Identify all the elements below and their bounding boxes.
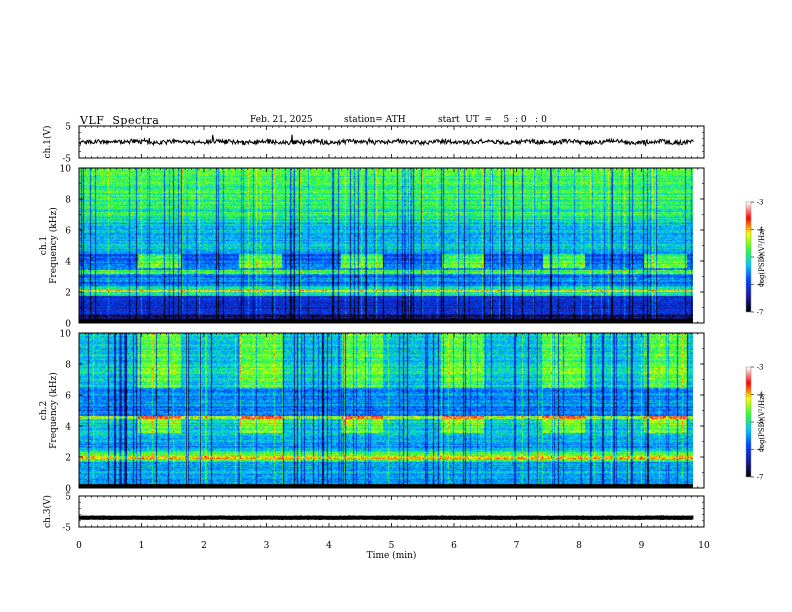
colorbar-label: log(PSD)(V²/Hz)	[758, 393, 766, 450]
colorbar-tick-label: -5	[757, 419, 764, 427]
y-axis-label: Frequency (kHz)	[48, 207, 59, 284]
colorbar-tick-label: -7	[757, 474, 764, 482]
colorbar-image	[746, 367, 751, 477]
colorbar-image	[746, 202, 751, 312]
y-tick-label: 4	[65, 423, 71, 433]
y-tick-label: 2	[65, 289, 71, 299]
y-tick-label: 5	[65, 123, 71, 133]
panel-frame	[78, 495, 705, 528]
colorbar-tick-label: -4	[757, 226, 764, 234]
y-axis-label: ch.3(V)	[42, 495, 53, 528]
y-axis-label: Frequency (kHz)	[48, 372, 59, 449]
y-tick-label: 6	[65, 227, 71, 237]
y-tick-label: 0	[65, 320, 71, 330]
y-tick-label: 0	[65, 485, 71, 495]
x-tick-label: 5	[389, 541, 395, 551]
station-label: station= ATH	[344, 115, 406, 125]
x-tick-label: 8	[576, 541, 582, 551]
x-axis-label: Time (min)	[367, 550, 417, 561]
ch1-waveform-line	[78, 134, 694, 147]
y-axis-label: ch.1(V)	[42, 126, 53, 159]
colorbar-tick-label: -4	[757, 391, 764, 399]
colorbar-tick-label: -5	[757, 254, 764, 262]
y-axis-label: ch.2	[39, 401, 49, 420]
y-tick-label: 5	[65, 493, 71, 503]
x-tick-label: 1	[139, 541, 145, 551]
colorbar-tick-label: -3	[757, 199, 764, 207]
y-tick-label: 6	[65, 392, 71, 402]
ch3-waveform-line	[78, 514, 694, 521]
date-label: Feb. 21, 2025	[250, 115, 313, 125]
x-tick-label: 9	[639, 541, 645, 551]
y-axis-label: ch.1	[39, 236, 49, 255]
colorbar-label: log(PSD)(V²/Hz)	[758, 228, 766, 285]
colorbar-tick-label: -6	[757, 446, 764, 454]
x-tick-label: 6	[451, 541, 457, 551]
y-tick-label: 8	[65, 196, 71, 206]
y-tick-label: -5	[62, 155, 71, 165]
start-time-label: start UT = 5 : 0 : 0	[438, 115, 547, 125]
ch2-spectrogram-image	[79, 333, 693, 488]
y-tick-label: 10	[60, 165, 72, 175]
colorbar-tick-label: -3	[757, 364, 764, 372]
x-tick-label: 10	[698, 541, 710, 551]
x-tick-label: 4	[326, 541, 332, 551]
colorbar-tick-label: -6	[757, 281, 764, 289]
x-tick-label: 3	[264, 541, 270, 551]
x-tick-label: 2	[201, 541, 207, 551]
x-tick-label: 7	[514, 541, 520, 551]
y-tick-label: 8	[65, 361, 71, 371]
waveform-lines	[78, 134, 694, 521]
x-tick-label: 0	[76, 541, 82, 551]
y-tick-label: 4	[65, 258, 71, 268]
colorbar-tick-label: -7	[757, 309, 764, 317]
y-tick-label: 10	[60, 330, 72, 340]
y-tick-label: 2	[65, 454, 71, 464]
spectrogram-images	[79, 168, 751, 488]
plot-title: VLF Spectra	[80, 114, 160, 127]
ch1-spectrogram-image	[79, 168, 693, 323]
y-tick-label: -5	[62, 524, 71, 534]
